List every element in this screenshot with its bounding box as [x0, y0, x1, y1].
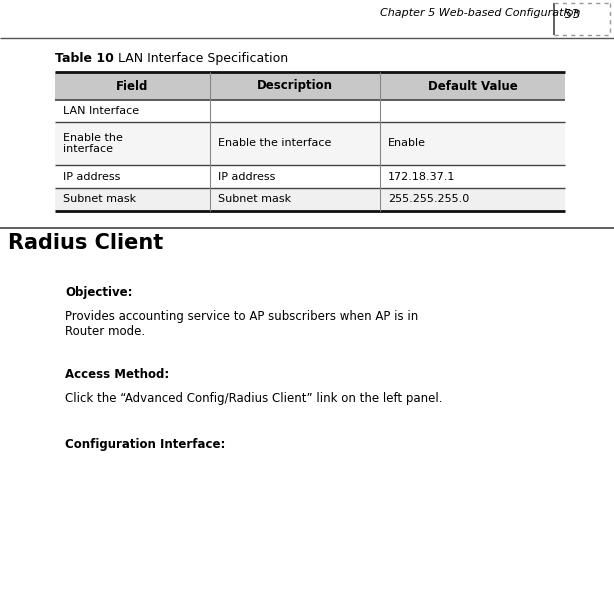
Text: 255.255.255.0: 255.255.255.0	[388, 194, 469, 204]
Bar	[55, 72, 565, 100]
Text: Enable the interface: Enable the interface	[218, 139, 332, 148]
Text: Provides accounting service to AP subscribers when AP is in
Router mode.: Provides accounting service to AP subscr…	[65, 310, 418, 338]
Text: LAN Interface: LAN Interface	[63, 106, 139, 116]
Text: Objective:: Objective:	[65, 286, 133, 299]
Bar	[55, 188, 565, 211]
Text: Table 10: Table 10	[55, 52, 114, 65]
Text: 172.18.37.1: 172.18.37.1	[388, 171, 456, 181]
Text: Access Method:: Access Method:	[65, 368, 169, 381]
Text: Default Value: Default Value	[427, 79, 518, 93]
Text: 53: 53	[564, 8, 580, 21]
Bar	[55, 165, 565, 188]
Text: Description: Description	[257, 79, 333, 93]
Text: Configuration Interface:: Configuration Interface:	[65, 438, 225, 451]
Text: Radius Client: Radius Client	[8, 233, 163, 253]
Text: Enable: Enable	[388, 139, 426, 148]
Text: Field: Field	[116, 79, 149, 93]
Text: Chapter 5 Web-based Configuration: Chapter 5 Web-based Configuration	[380, 8, 580, 18]
Text: Subnet mask: Subnet mask	[218, 194, 291, 204]
Text: IP address: IP address	[218, 171, 275, 181]
Text: Click the “Advanced Config/Radius Client” link on the left panel.: Click the “Advanced Config/Radius Client…	[65, 392, 443, 405]
Text: LAN Interface Specification: LAN Interface Specification	[110, 52, 288, 65]
Text: IP address: IP address	[63, 171, 120, 181]
Text: Subnet mask: Subnet mask	[63, 194, 136, 204]
Bar	[55, 122, 565, 165]
Text: Enable the
interface: Enable the interface	[63, 132, 123, 154]
